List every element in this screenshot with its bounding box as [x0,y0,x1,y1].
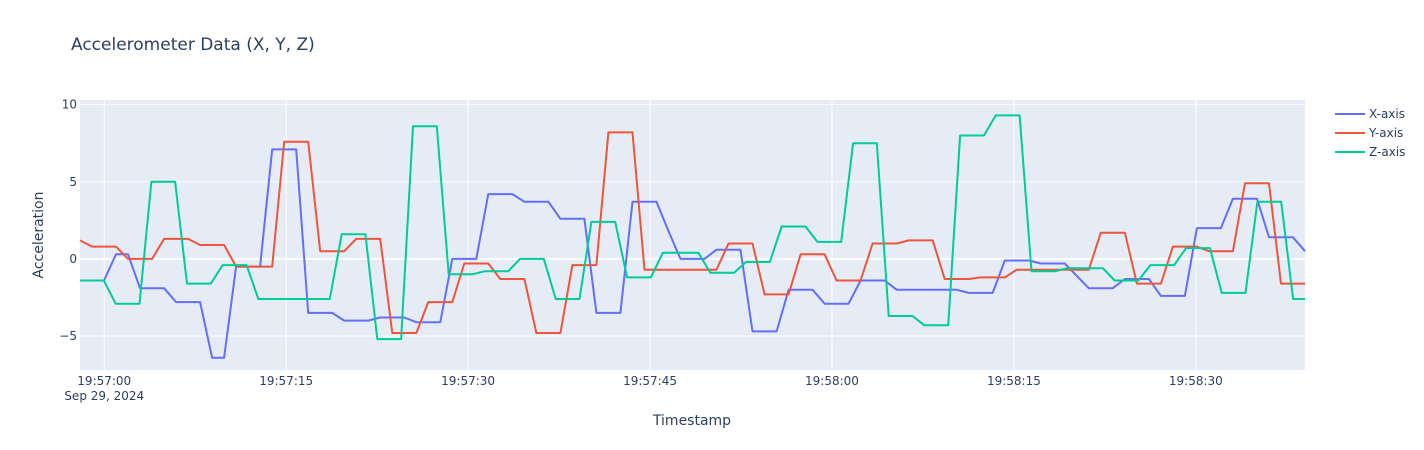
legend-label: Y-axis [1368,126,1403,140]
x-tick-label: 19:57:30 [441,374,495,388]
legend-item[interactable]: Z-axis [1335,145,1405,159]
series-line-z-axis [80,114,1305,341]
x-tick-label: 19:57:15 [259,374,313,388]
legend-item[interactable]: Y-axis [1335,126,1403,140]
y-tick-label: −5 [59,329,77,343]
y-tick-label: 0 [69,252,77,266]
x-tick-label: 19:57:45 [623,374,677,388]
legend-label: Z-axis [1369,145,1405,159]
legend-item[interactable]: X-axis [1335,107,1405,121]
legend[interactable]: X-axis Y-axis Z-axis [1335,107,1405,159]
series-lines [79,114,1306,359]
x-tick-date-label: Sep 29, 2024 [64,389,144,403]
y-tick-label: 5 [69,175,77,189]
x-axis-title: Timestamp [652,413,731,429]
x-tick-label: 19:58:00 [805,374,859,388]
chart-title: Accelerometer Data (X, Y, Z) [71,35,315,55]
y-axis-title: Acceleration [31,192,47,279]
y-tick-labels: 10 5 0 −5 [59,98,77,343]
x-tick-label: 19:58:30 [1169,374,1223,388]
x-tick-label: 19:57:00 [77,374,131,388]
y-tick-label: 10 [62,98,77,112]
legend-label: X-axis [1369,107,1405,121]
series-line-y-axis [79,131,1305,334]
x-tick-label: 19:58:15 [987,374,1041,388]
